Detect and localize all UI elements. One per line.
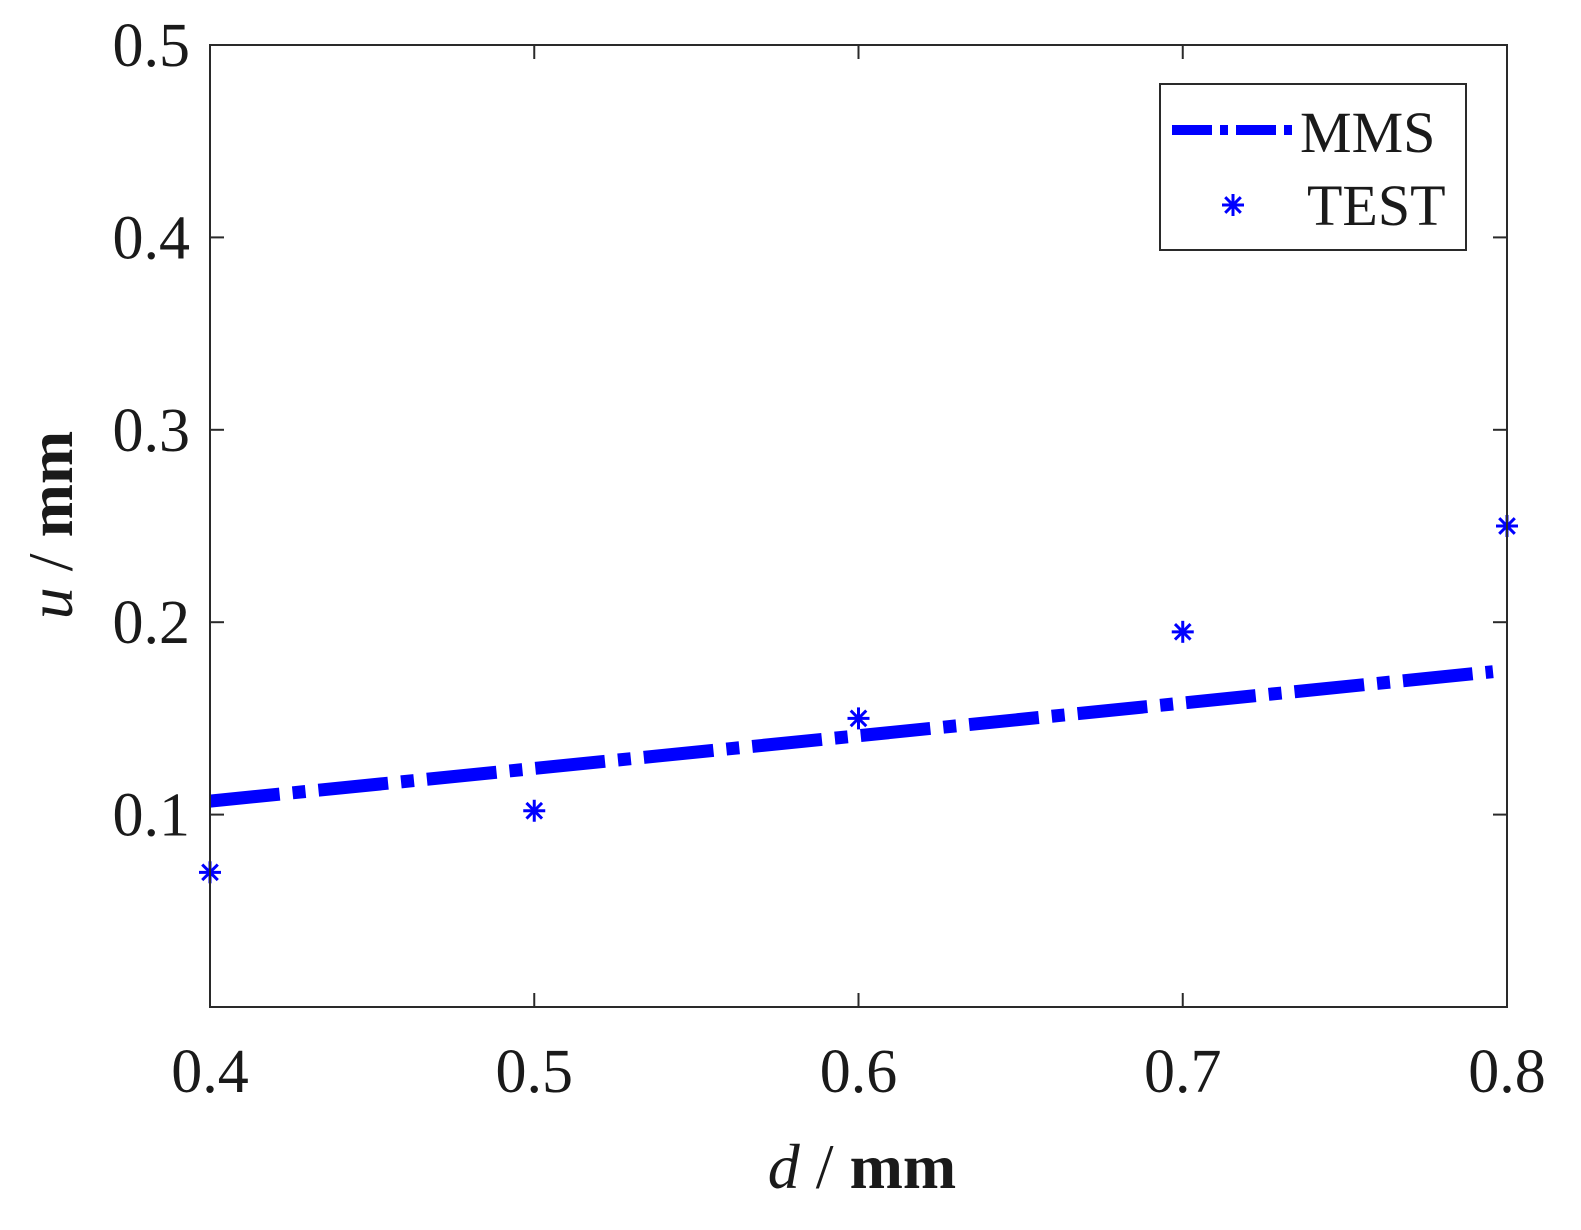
x-tick-label: 0.7 <box>1144 1038 1222 1106</box>
legend-mms-label: MMS <box>1300 100 1435 165</box>
ticks-layer: 0.4 0.5 0.6 0.7 0.8 0.1 0.2 0.3 0.4 0.5 <box>113 12 1546 1106</box>
y-tick-label: 0.4 <box>113 204 191 272</box>
x-tick-label: 0.8 <box>1468 1038 1546 1106</box>
legend-test-label: TEST <box>1307 173 1446 238</box>
asterisk-stroke <box>1224 196 1242 214</box>
asterisk-stroke <box>525 801 544 820</box>
mms-line <box>209 665 1494 808</box>
x-axis-unit: mm <box>850 1131 957 1202</box>
asterisk-stroke <box>1173 622 1192 641</box>
y-tick-label: 0.3 <box>113 397 191 465</box>
y-tick-label: 0.1 <box>113 782 191 850</box>
x-tick-label: 0.6 <box>820 1038 898 1106</box>
y-axis-var: u <box>15 587 86 619</box>
y-axis-label: u / mm <box>15 431 86 619</box>
y-tick-label: 0.5 <box>113 12 191 80</box>
legend-box <box>1159 83 1467 251</box>
test-point <box>1171 620 1194 643</box>
legend: MMS TEST <box>1159 83 1467 251</box>
y-axis-unit: mm <box>15 431 86 538</box>
x-axis-label: d / mm <box>768 1131 956 1202</box>
legend-test-sample <box>1222 194 1244 216</box>
y-axis-sep: / <box>15 537 86 587</box>
legend-test-marker <box>1222 194 1244 216</box>
x-axis-var: d <box>768 1131 801 1202</box>
test-point <box>523 799 546 822</box>
asterisk-stroke <box>849 709 868 728</box>
y-tick-label: 0.2 <box>113 589 191 657</box>
x-tick-label: 0.4 <box>171 1038 249 1106</box>
x-axis-sep: / <box>800 1131 850 1202</box>
x-tick-label: 0.5 <box>496 1038 574 1106</box>
test-point <box>847 707 870 730</box>
